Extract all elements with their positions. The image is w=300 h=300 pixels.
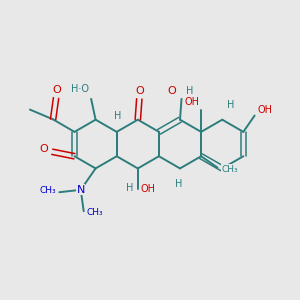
Text: O: O xyxy=(52,85,61,95)
Text: CH₃: CH₃ xyxy=(222,164,238,173)
Text: OH: OH xyxy=(257,105,272,115)
Text: CH₃: CH₃ xyxy=(87,208,103,217)
Text: CH₃: CH₃ xyxy=(40,186,56,195)
Text: H: H xyxy=(114,111,121,122)
Text: N: N xyxy=(76,185,85,195)
Text: OH: OH xyxy=(185,97,200,107)
Text: O: O xyxy=(135,85,144,96)
Text: H: H xyxy=(175,179,182,189)
Text: OH: OH xyxy=(141,184,156,194)
Text: O: O xyxy=(168,85,176,96)
Text: H: H xyxy=(186,85,194,96)
Text: H: H xyxy=(227,100,235,110)
Text: H·O: H·O xyxy=(71,84,89,94)
Text: H: H xyxy=(126,183,133,193)
Text: O: O xyxy=(40,144,48,154)
